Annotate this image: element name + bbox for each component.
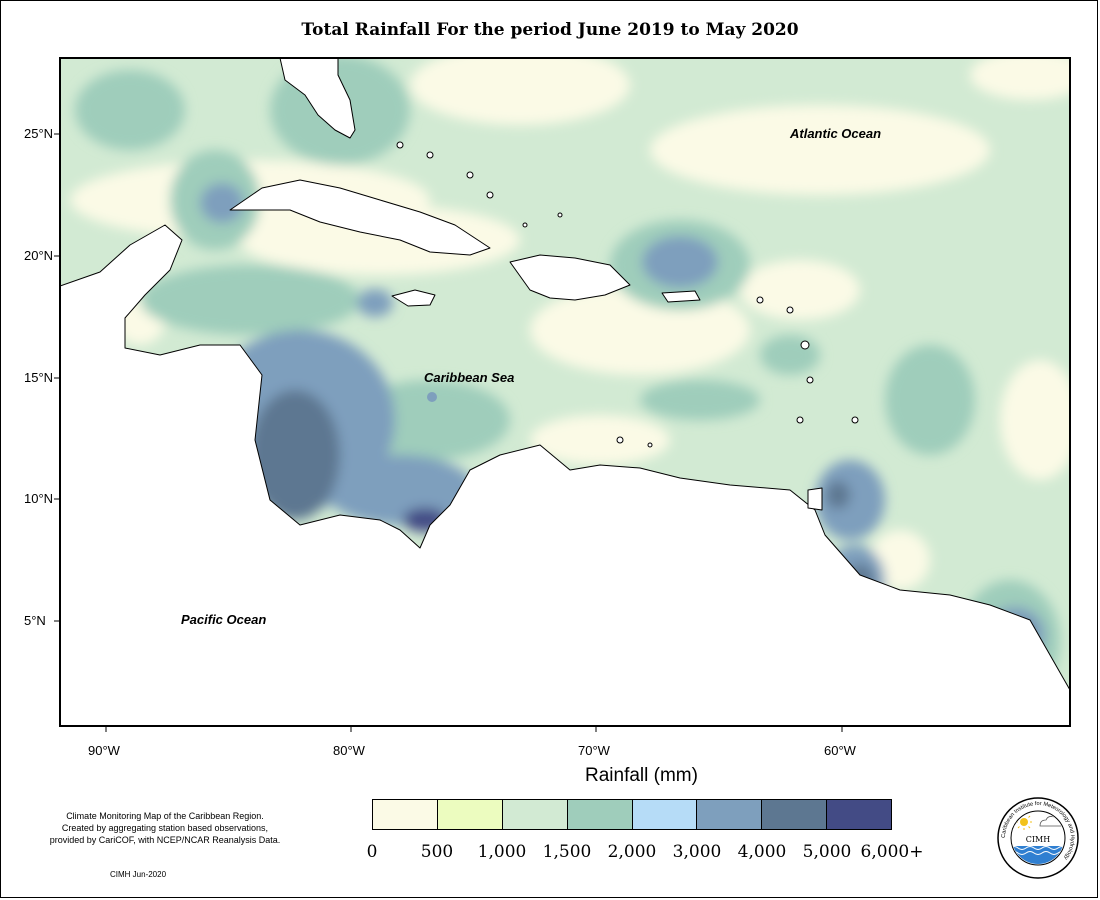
rainfall-zone-moist — [760, 335, 820, 375]
rainfall-zone-dry — [240, 205, 520, 275]
lon-label-90w: 90°W — [88, 743, 120, 758]
legend-swatch-0-500 — [373, 800, 438, 829]
rainfall-zone-dry — [870, 530, 930, 590]
legend-tick-label: 4,000 — [737, 842, 787, 862]
rainfall-zone-moist — [640, 380, 760, 420]
legend-tick-label: 1,500 — [542, 842, 592, 862]
legend-swatch-1500-2000 — [567, 800, 633, 829]
small-islands — [396, 141, 859, 448]
island — [557, 212, 563, 218]
landmass-jamaica — [391, 289, 436, 307]
rainfall-zone-very-wet — [250, 390, 340, 520]
landmass-puerto-rico — [661, 290, 701, 303]
legend-swatch-4000-5000 — [762, 800, 828, 829]
island — [396, 141, 404, 149]
island — [616, 436, 624, 444]
legend-tick-label: 5,000 — [802, 842, 852, 862]
legend-swatch-5000-6000 — [827, 800, 891, 829]
map-border — [59, 57, 1071, 727]
rainfall-zone-moist — [885, 345, 975, 455]
longitude-ticks — [105, 726, 843, 732]
logo-name: CIMH — [1026, 835, 1050, 844]
wave-icon — [1012, 846, 1064, 850]
island — [851, 416, 859, 424]
legend-tick-label: 1,000 — [477, 842, 527, 862]
lon-label-60w: 60°W — [824, 743, 856, 758]
rainfall-spot — [427, 392, 437, 402]
rainfall-zone-wet — [357, 289, 393, 317]
lat-label-25n: 25°N — [24, 126, 54, 141]
landmass-hispaniola — [509, 254, 631, 301]
rainfall-zone-wet — [200, 183, 244, 223]
legend-tick-label: 3,000 — [672, 842, 722, 862]
legend-color-bar — [372, 799, 892, 830]
island — [796, 416, 804, 424]
wave-icon — [1012, 851, 1064, 855]
cimh-logo: Caribbean Institute for Meteorology and … — [997, 797, 1079, 879]
island — [486, 191, 494, 199]
landmass-cuba — [229, 179, 491, 256]
lat-label-10n: 10°N — [24, 491, 54, 506]
rainfall-zone-wet — [815, 460, 885, 540]
logo-emblem — [1012, 814, 1064, 864]
island — [756, 296, 764, 304]
lat-label-20n: 20°N — [24, 248, 54, 263]
map-title: Total Rainfall For the period June 2019 … — [301, 20, 799, 40]
island — [786, 306, 794, 314]
rainfall-zone-wet — [325, 455, 475, 525]
note-line: Climate Monitoring Map of the Caribbean … — [66, 811, 264, 821]
rainfall-zone-moist — [75, 70, 185, 150]
lat-label-5n: 5°N — [24, 613, 46, 628]
landmass-central-america — [60, 224, 1070, 726]
island — [647, 442, 653, 448]
note-line: Created by aggregating station based obs… — [61, 823, 269, 833]
sun-icon — [1020, 818, 1028, 826]
rainfall-zone-dry — [970, 58, 1070, 100]
lon-label-80w: 80°W — [333, 743, 365, 758]
credit-text: CIMH Jun-2020 — [110, 870, 167, 879]
legend-swatch-2000-3000 — [632, 800, 698, 829]
legend-tick-label: 500 — [420, 842, 454, 862]
landmass-trinidad — [807, 487, 823, 511]
ocean-label-atlantic: Atlantic Ocean — [790, 126, 882, 141]
rainfall-zone-dry — [650, 105, 990, 195]
island — [466, 171, 474, 179]
legend-tick-label: 2,000 — [607, 842, 657, 862]
rainfall-field — [60, 58, 1070, 726]
rainfall-zone-wet — [642, 236, 718, 288]
island — [806, 376, 814, 384]
lon-label-70w: 70°W — [578, 743, 610, 758]
lat-label-15n: 15°N — [24, 370, 54, 385]
ocean-label-pacific: Pacific Ocean — [181, 612, 267, 627]
island — [800, 340, 810, 350]
rainfall-zone-dry — [1000, 360, 1070, 480]
landmass-florida — [279, 58, 356, 139]
island — [426, 151, 434, 159]
legend-swatch-500-1000 — [437, 800, 503, 829]
rainfall-zone-very-wet — [826, 481, 850, 509]
rainfall-zone-dry — [530, 415, 670, 465]
map-notes: Climate Monitoring Map of the Caribbean … — [30, 810, 300, 846]
legend-tick-label: 6,000+ — [860, 842, 924, 862]
legend-swatch-1000-1500 — [502, 800, 568, 829]
rainfall-zone-dry — [740, 260, 860, 320]
legend-swatch-3000-4000 — [697, 800, 763, 829]
ocean-label-caribbean: Caribbean Sea — [424, 370, 515, 385]
note-line: provided by CariCOF, with NCEP/NCAR Rean… — [49, 835, 281, 845]
island — [522, 222, 528, 228]
land-masses — [60, 58, 1070, 726]
rainfall-zone-dry — [410, 58, 630, 125]
legend-tick-label: 0 — [366, 842, 378, 862]
rainfall-zone-moist — [140, 265, 360, 335]
legend-title: Rainfall (mm) — [585, 765, 698, 786]
latitude-ticks — [54, 133, 60, 622]
